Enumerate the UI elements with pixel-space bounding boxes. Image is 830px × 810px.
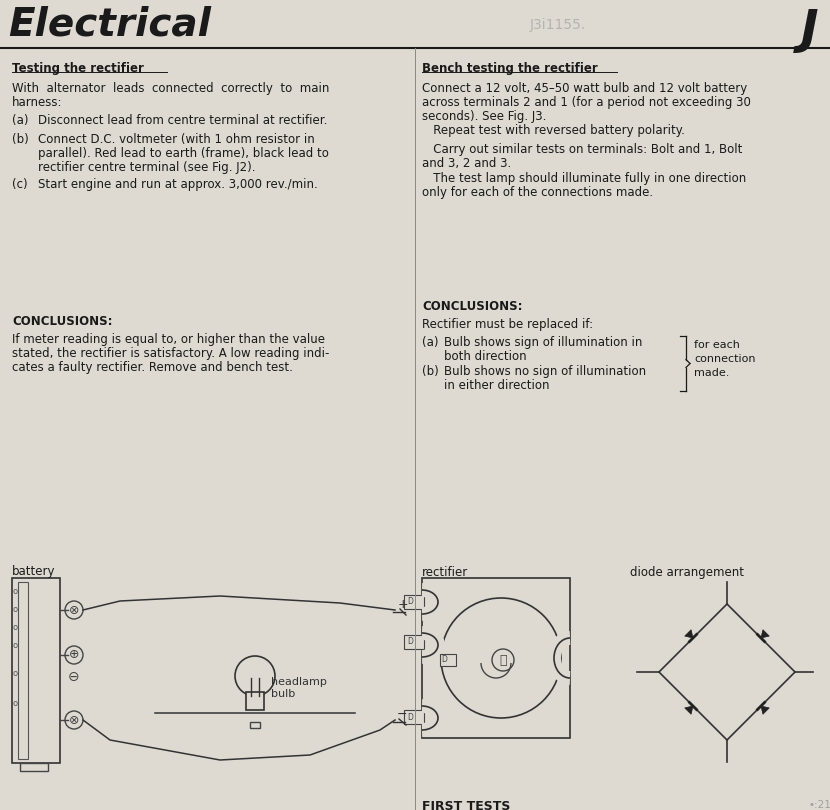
Circle shape	[65, 711, 83, 729]
Text: CONCLUSIONS:: CONCLUSIONS:	[12, 315, 113, 328]
Text: made.: made.	[694, 368, 730, 378]
Text: ⊖: ⊖	[68, 670, 80, 684]
Text: diode arrangement: diode arrangement	[630, 566, 744, 579]
Text: •:21: •:21	[808, 800, 830, 810]
Text: ⊕: ⊕	[69, 649, 79, 662]
Text: Bulb shows no sign of illumination: Bulb shows no sign of illumination	[444, 365, 646, 378]
Text: Connect a 12 volt, 45–50 watt bulb and 12 volt battery: Connect a 12 volt, 45–50 watt bulb and 1…	[422, 82, 747, 95]
Text: If meter reading is equal to, or higher than the value: If meter reading is equal to, or higher …	[12, 333, 325, 346]
Text: and 3, 2 and 3.: and 3, 2 and 3.	[422, 157, 511, 170]
Text: stated, the rectifier is satisfactory. A low reading indi-: stated, the rectifier is satisfactory. A…	[12, 347, 330, 360]
Bar	[440, 654, 456, 666]
Text: o: o	[12, 642, 17, 650]
Text: headlamp
bulb: headlamp bulb	[271, 677, 327, 699]
Text: battery: battery	[12, 565, 56, 578]
Polygon shape	[685, 629, 693, 638]
Text: ⊗: ⊗	[69, 603, 79, 616]
Text: o: o	[12, 587, 17, 596]
Text: o: o	[12, 698, 17, 707]
Text: Bench testing the rectifier: Bench testing the rectifier	[422, 62, 598, 75]
Text: in either direction: in either direction	[444, 379, 549, 392]
Text: seconds). See Fig. J3.: seconds). See Fig. J3.	[422, 110, 546, 123]
Text: FIRST TESTS: FIRST TESTS	[422, 800, 510, 810]
Text: (b): (b)	[12, 133, 29, 146]
Bar	[246, 692, 264, 710]
Text: The test lamp should illuminate fully in one direction: The test lamp should illuminate fully in…	[422, 172, 746, 185]
Bar	[20, 763, 48, 771]
Text: J: J	[800, 8, 818, 53]
Text: D: D	[407, 637, 413, 646]
Circle shape	[235, 656, 275, 696]
Text: across terminals 2 and 1 (for a period not exceeding 30: across terminals 2 and 1 (for a period n…	[422, 96, 751, 109]
Text: rectifier: rectifier	[422, 566, 468, 579]
Text: −: −	[397, 707, 408, 721]
Bar	[404, 595, 424, 609]
Text: connection: connection	[694, 354, 755, 364]
Text: J3i1155.: J3i1155.	[530, 18, 586, 32]
Text: o: o	[12, 624, 17, 633]
Text: ⊗: ⊗	[69, 714, 79, 727]
Bar	[404, 710, 424, 724]
Text: both direction: both direction	[444, 350, 526, 363]
Text: With  alternator  leads  connected  correctly  to  main: With alternator leads connected correctl…	[12, 82, 330, 95]
Bar	[250, 722, 260, 728]
Text: Connect D.C. voltmeter (with 1 ohm resistor in: Connect D.C. voltmeter (with 1 ohm resis…	[38, 133, 315, 146]
Text: Testing the rectifier: Testing the rectifier	[12, 62, 144, 75]
Text: parallel). Red lead to earth (frame), black lead to: parallel). Red lead to earth (frame), bl…	[38, 147, 329, 160]
Text: D: D	[441, 655, 447, 664]
Text: (c): (c)	[12, 178, 27, 191]
Polygon shape	[761, 629, 769, 638]
Text: (a): (a)	[12, 114, 28, 127]
Text: Carry out similar tests on terminals: Bolt and 1, Bolt: Carry out similar tests on terminals: Bo…	[422, 143, 742, 156]
Text: (b): (b)	[422, 365, 439, 378]
Text: Start engine and run at approx. 3,000 rev./min.: Start engine and run at approx. 3,000 re…	[38, 178, 318, 191]
Circle shape	[65, 646, 83, 664]
Text: CONCLUSIONS:: CONCLUSIONS:	[422, 300, 523, 313]
Text: +: +	[398, 598, 408, 611]
Text: only for each of the connections made.: only for each of the connections made.	[422, 186, 653, 199]
Text: for each: for each	[694, 340, 740, 350]
Text: o: o	[12, 668, 17, 677]
Text: ⦿: ⦿	[500, 654, 507, 667]
Text: D: D	[407, 598, 413, 607]
Circle shape	[65, 601, 83, 619]
Text: Rectifier must be replaced if:: Rectifier must be replaced if:	[422, 318, 593, 331]
Bar	[18, 582, 28, 759]
Circle shape	[441, 598, 561, 718]
Text: o: o	[12, 606, 17, 615]
Text: harness:: harness:	[12, 96, 62, 109]
Text: D: D	[407, 713, 413, 722]
Text: Bulb shows sign of illumination in: Bulb shows sign of illumination in	[444, 336, 642, 349]
Text: rectifier centre terminal (see Fig. J2).: rectifier centre terminal (see Fig. J2).	[38, 161, 256, 174]
Text: Repeat test with reversed battery polarity.: Repeat test with reversed battery polari…	[422, 124, 685, 137]
Circle shape	[492, 649, 514, 671]
Text: (a): (a)	[422, 336, 438, 349]
Polygon shape	[761, 706, 769, 714]
Polygon shape	[685, 706, 693, 714]
Bar	[12, 578, 60, 763]
Text: Disconnect lead from centre terminal at rectifier.: Disconnect lead from centre terminal at …	[38, 114, 327, 127]
Bar	[422, 578, 570, 738]
Bar	[404, 635, 424, 649]
Text: Electrical: Electrical	[8, 5, 211, 43]
Text: cates a faulty rectifier. Remove and bench test.: cates a faulty rectifier. Remove and ben…	[12, 361, 293, 374]
